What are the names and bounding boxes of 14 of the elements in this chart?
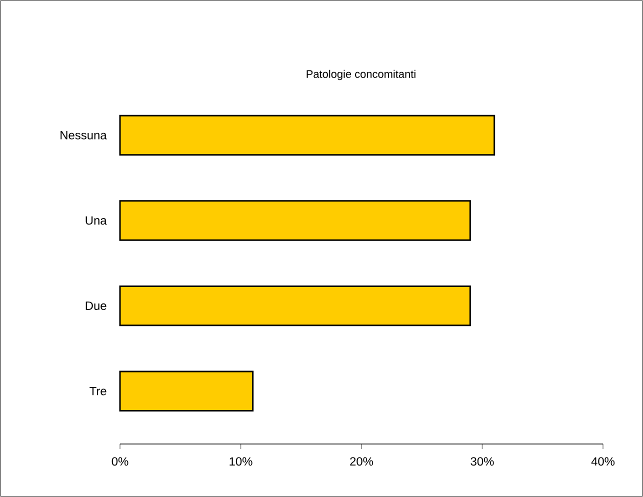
x-tick-label: 10% bbox=[230, 457, 252, 466]
y-tick-label: Una bbox=[86, 216, 107, 225]
bar bbox=[119, 370, 254, 412]
x-tick-label: 40% bbox=[591, 457, 615, 466]
x-tick-label: 0% bbox=[112, 457, 128, 466]
y-tick-label: Nessuna bbox=[60, 131, 107, 140]
bar bbox=[119, 114, 496, 156]
chart-title: Patologie concomitanti bbox=[306, 70, 416, 80]
x-tick-label: 30% bbox=[470, 457, 494, 466]
y-tick-label: Due bbox=[86, 302, 106, 310]
y-tick-label: Tre bbox=[90, 386, 106, 396]
bar bbox=[119, 285, 471, 326]
x-tick-label: 20% bbox=[350, 457, 374, 466]
bar bbox=[119, 200, 471, 241]
